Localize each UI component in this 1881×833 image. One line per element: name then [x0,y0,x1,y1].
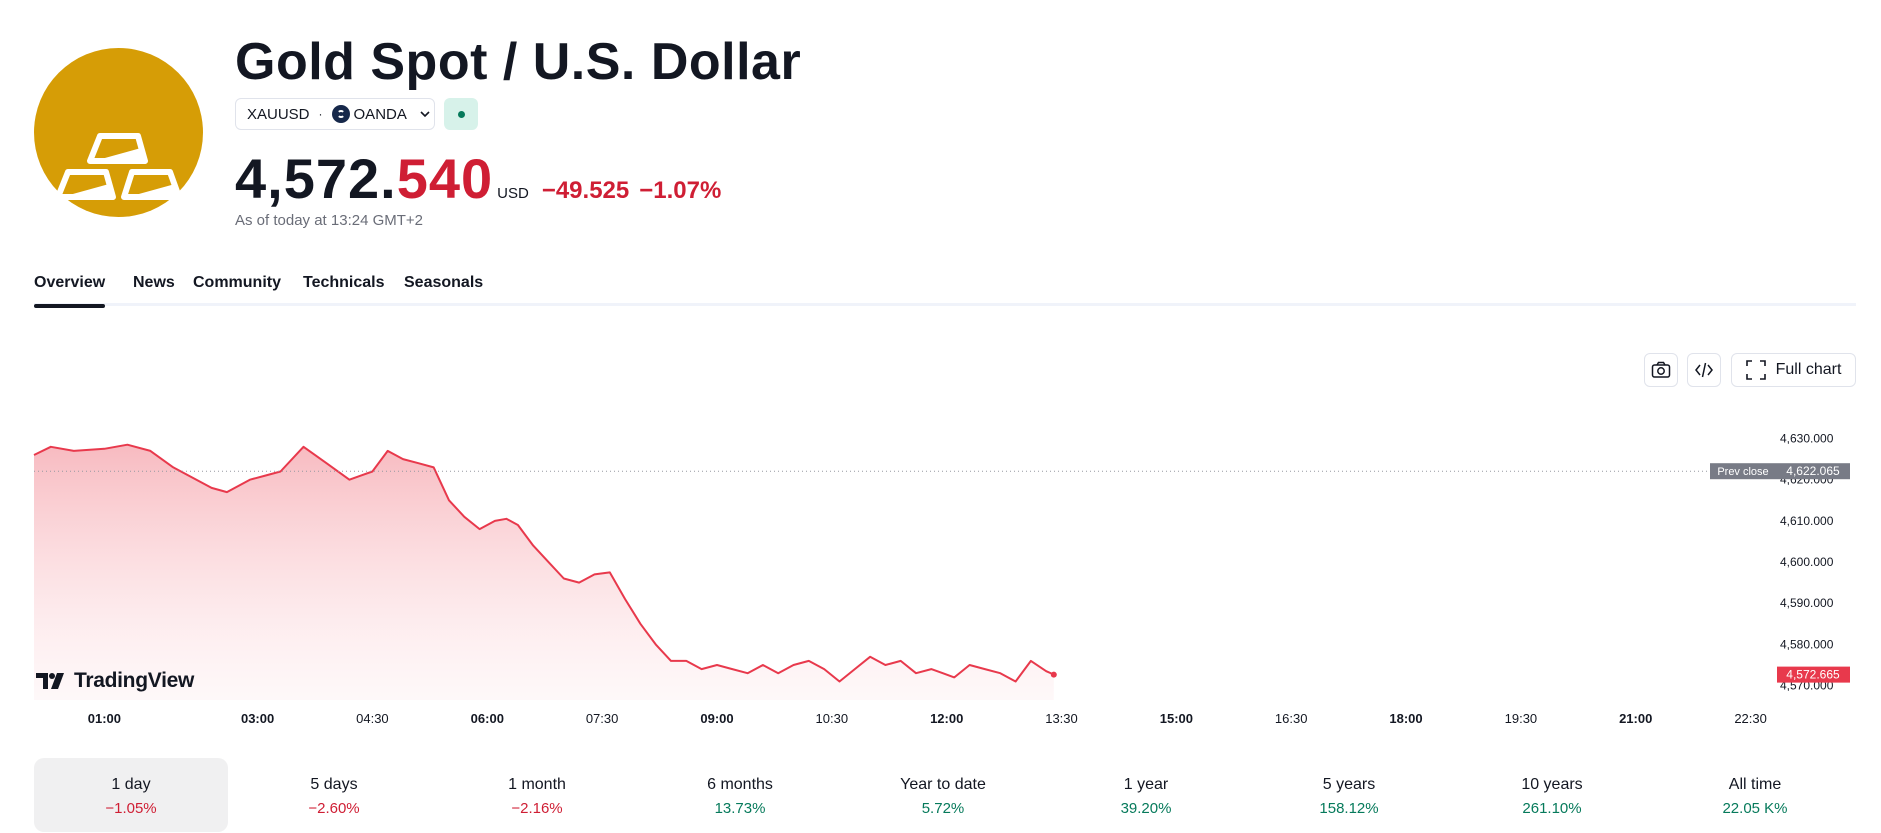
period-label: Year to date [900,776,986,793]
prev-close-label: Prev close [1717,466,1768,478]
snapshot-button[interactable] [1644,353,1678,387]
x-tick-label: 19:30 [1505,711,1538,726]
period-5-years[interactable]: 5 years 158.12% [1252,758,1446,832]
last-price-value: 4,572.665 [1786,668,1840,682]
x-tick-label: 09:00 [700,711,733,726]
period-label: 1 day [111,776,151,793]
period-value: 39.20% [1120,800,1172,817]
last-price-tag [1777,666,1850,683]
y-tick-label: 4,610.000 [1780,514,1834,528]
price-integer: 4,572. [235,147,397,210]
tab-technicals[interactable]: Technicals [303,274,385,291]
x-tick-label: 21:00 [1619,711,1652,726]
chevron-down-icon [420,111,430,118]
full-chart-button[interactable]: Full chart [1731,353,1856,387]
period-year-to-date[interactable]: Year to date 5.72% [846,758,1040,832]
period-label: 10 years [1521,776,1583,793]
series-area [34,444,1054,700]
oanda-icon [331,105,350,123]
period-value: 158.12% [1319,800,1379,817]
tab-news[interactable]: News [133,274,175,291]
prev-close-value-tag [1777,463,1850,480]
period-value: −2.60% [308,800,360,817]
symbol-ticker: XAUUSD [247,105,310,123]
embed-button[interactable] [1687,353,1721,387]
period-value: 22.05 K% [1722,800,1788,817]
y-tick-label: 4,590.000 [1780,596,1834,610]
market-open-status[interactable] [444,98,478,130]
symbol-logo [34,48,203,217]
period-1-day[interactable]: 1 day −1.05% [34,758,228,832]
price-decimal: 540 [396,147,494,210]
period-label: 6 months [707,776,773,793]
period-10-years[interactable]: 10 years 261.10% [1455,758,1649,832]
last-price-dot [1050,671,1057,678]
x-tick-label: 13:30 [1045,711,1078,726]
y-tick-label: 4,580.000 [1780,637,1834,651]
price-change-percent: −1.07% [639,177,722,204]
full-chart-label: Full chart [1775,361,1842,378]
x-tick-label: 03:00 [241,711,274,726]
period-1-year[interactable]: 1 year 39.20% [1049,758,1243,832]
x-tick-label: 15:00 [1160,711,1193,726]
prev-close-value: 4,622.065 [1786,464,1840,478]
period-value: 5.72% [921,800,965,817]
period-1-month[interactable]: 1 month −2.16% [440,758,634,832]
tab-overview[interactable]: Overview [34,274,106,308]
x-tick-label: 10:30 [816,711,849,726]
x-tick-label: 01:00 [88,711,121,726]
x-tick-label: 22:30 [1734,711,1767,726]
series-line [33,443,1055,683]
price-row: 4,572. 540 USD −49.525 −1.07% [235,146,721,211]
x-tick-label: 07:30 [586,711,619,726]
x-tick-label: 04:30 [356,711,389,726]
period-value: −2.16% [511,800,563,817]
fullscreen-icon [1745,360,1766,380]
period-5-days[interactable]: 5 days −2.60% [237,758,431,832]
page-title: Gold Spot / U.S. Dollar [235,33,802,91]
period-label: 5 years [1322,776,1376,793]
period-value: −1.05% [105,800,157,817]
tradingview-logo[interactable]: TradingView [36,669,194,693]
status-dot [457,110,465,118]
exchange-name: OANDA [353,105,407,123]
period-label: 5 days [310,776,358,793]
tradingview-wordmark: TradingView [74,669,195,692]
period-all-time[interactable]: All time 22.05 K% [1658,758,1852,832]
symbol-exchange-selector[interactable]: XAUUSD · OANDA [235,98,435,130]
period-6-months[interactable]: 6 months 13.73% [643,758,837,832]
as-of-timestamp: As of today at 13:24 GMT+2 [235,212,424,229]
x-tick-label: 12:00 [930,711,963,726]
period-value: 13.73% [714,800,766,817]
period-label: 1 year [1123,776,1169,793]
x-tick-label: 18:00 [1389,711,1422,726]
code-icon [1695,362,1713,378]
separator-dot: · [318,107,323,121]
tab-bar: Overview News Community Technicals Seaso… [34,270,1856,308]
x-tick-label: 06:00 [471,711,504,726]
x-tick-label: 16:30 [1275,711,1308,726]
y-tick-label: 4,600.000 [1780,555,1834,569]
period-value: 261.10% [1522,800,1582,817]
camera-icon [1651,361,1671,378]
performance-periods: 1 day −1.05% 5 days −2.60% 1 month −2.16… [34,758,1856,832]
y-tick-label: 4,630.000 [1780,432,1834,446]
tradingview-icon [36,673,64,689]
price-currency: USD [497,185,529,202]
period-label: 1 month [508,776,566,793]
prev-close-tag [1710,463,1777,480]
period-label: All time [1728,776,1782,793]
tab-community[interactable]: Community [193,274,281,291]
gold-bars-icon [55,133,182,200]
tab-seasonals[interactable]: Seasonals [404,274,484,291]
price-chart[interactable]: 4,630.0004,620.0004,610.0004,600.0004,59… [0,400,1881,730]
price-change: −49.525 [541,177,630,204]
